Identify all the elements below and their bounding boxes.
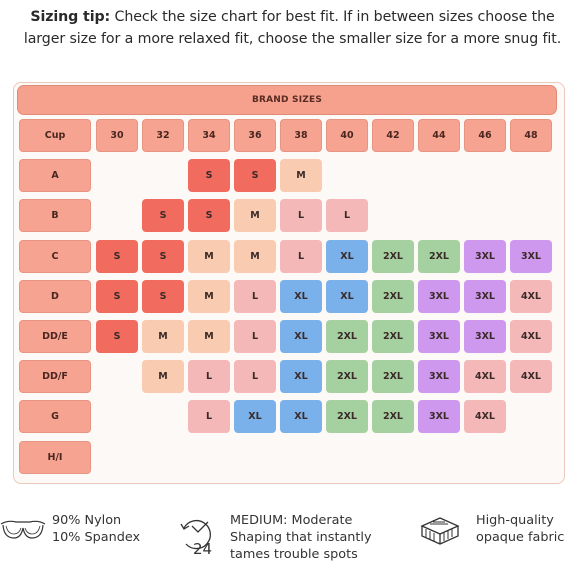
size-cell: 3XL [418, 279, 460, 313]
feature-line: High-quality [476, 513, 554, 528]
size-cell: S [96, 320, 138, 353]
size-cell: L [188, 360, 230, 394]
size-cell: L [234, 320, 276, 353]
feature-line: tames trouble spots [230, 547, 358, 562]
size-cell: L [188, 400, 230, 434]
feature-shaping-text: MEDIUM: Moderate Shaping that instantly ta… [230, 512, 372, 563]
size-cell: 4XL [510, 320, 552, 353]
size-cell: XL [326, 239, 368, 273]
size-cell: L [280, 239, 322, 273]
sizing-tip: Sizing tip: Check the size chart for bes… [10, 6, 575, 50]
feature-line: opaque fabric [476, 530, 565, 545]
size-cell: M [142, 320, 184, 353]
size-cell: XL [280, 320, 322, 353]
size-cell: 3XL [510, 239, 552, 273]
size-cell: L [280, 199, 322, 233]
size-cell: M [188, 239, 230, 273]
size-cell: 2XL [326, 400, 368, 434]
fabric-layers-icon [418, 514, 462, 554]
cup-label-h-i: H/I [19, 440, 91, 474]
size-cell: L [234, 360, 276, 394]
size-cell: 3XL [464, 279, 506, 313]
feature-line: MEDIUM: Moderate [230, 513, 353, 528]
size-cell: XL [326, 279, 368, 313]
cup-label-d: D [19, 279, 91, 313]
cup-label-a: A [19, 159, 91, 193]
24-hour-comfort-icon: 24 [178, 514, 222, 560]
band-header-36: 36 [234, 119, 276, 152]
size-cell: S [142, 199, 184, 233]
feature-shaping: 24 MEDIUM: Moderate Shaping that instantl… [178, 512, 372, 563]
feature-line: Shaping that instantly [230, 530, 372, 545]
size-cell: 3XL [464, 320, 506, 353]
size-cell: M [280, 159, 322, 193]
feature-opaque-text: High-quality opaque fabric [476, 512, 564, 546]
size-cell: XL [280, 360, 322, 394]
band-header-40: 40 [326, 119, 368, 152]
size-cell: 2XL [372, 279, 414, 313]
feature-opaque: High-quality opaque fabric [418, 512, 564, 554]
size-cell: 3XL [418, 400, 460, 434]
cup-label-b: B [19, 199, 91, 233]
size-cell: M [188, 320, 230, 353]
size-cell: M [142, 360, 184, 394]
size-cell: 2XL [372, 239, 414, 273]
feature-fabric-text: 90% Nylon 10% Spandex [52, 512, 140, 546]
feature-line: 90% Nylon [52, 513, 122, 528]
size-cell: S [234, 159, 276, 193]
feature-fabric: 90% Nylon 10% Spandex [0, 512, 140, 546]
feature-line: 10% Spandex [52, 530, 141, 545]
brand-sizes-title: BRAND SIZES [17, 85, 557, 115]
cup-label-dd-f: DD/F [19, 360, 91, 394]
sizing-tip-label: Sizing tip: [30, 9, 111, 25]
size-cell: 2XL [326, 320, 368, 353]
size-cell: XL [280, 400, 322, 434]
size-cell: 2XL [372, 360, 414, 394]
size-cell: 4XL [510, 360, 552, 394]
size-cell: S [142, 279, 184, 313]
size-cell: 4XL [510, 279, 552, 313]
size-cell: S [142, 239, 184, 273]
band-header-44: 44 [418, 119, 460, 152]
size-cell: M [188, 279, 230, 313]
size-cell: 2XL [418, 239, 460, 273]
size-cell: 4XL [464, 400, 506, 434]
band-header-34: 34 [188, 119, 230, 152]
band-header-42: 42 [372, 119, 414, 152]
cup-label-c: C [19, 239, 91, 273]
size-cell: 2XL [326, 360, 368, 394]
size-cell: 3XL [418, 320, 460, 353]
cup-label-g: G [19, 400, 91, 434]
size-cell: M [234, 239, 276, 273]
cup-header: Cup [19, 119, 91, 152]
size-cell: 2XL [372, 400, 414, 434]
size-cell: L [326, 199, 368, 233]
sizing-tip-text: Check the size chart for best fit. If in… [23, 9, 562, 47]
band-header-32: 32 [142, 119, 184, 152]
size-cell: S [188, 199, 230, 233]
bra-outline-icon [0, 514, 46, 546]
size-cell: S [96, 279, 138, 313]
size-cell: XL [234, 400, 276, 434]
size-cell: XL [280, 279, 322, 313]
svg-text:24: 24 [193, 540, 212, 556]
band-header-46: 46 [464, 119, 506, 152]
size-cell: S [188, 159, 230, 193]
cup-label-dd-e: DD/E [19, 320, 91, 353]
size-cell: 3XL [418, 360, 460, 394]
size-cell: M [234, 199, 276, 233]
band-header-38: 38 [280, 119, 322, 152]
size-cell: S [96, 239, 138, 273]
band-header-30: 30 [96, 119, 138, 152]
size-cell: L [234, 279, 276, 313]
size-cell: 3XL [464, 239, 506, 273]
size-cell: 4XL [464, 360, 506, 394]
size-cell: 2XL [372, 320, 414, 353]
band-header-48: 48 [510, 119, 552, 152]
